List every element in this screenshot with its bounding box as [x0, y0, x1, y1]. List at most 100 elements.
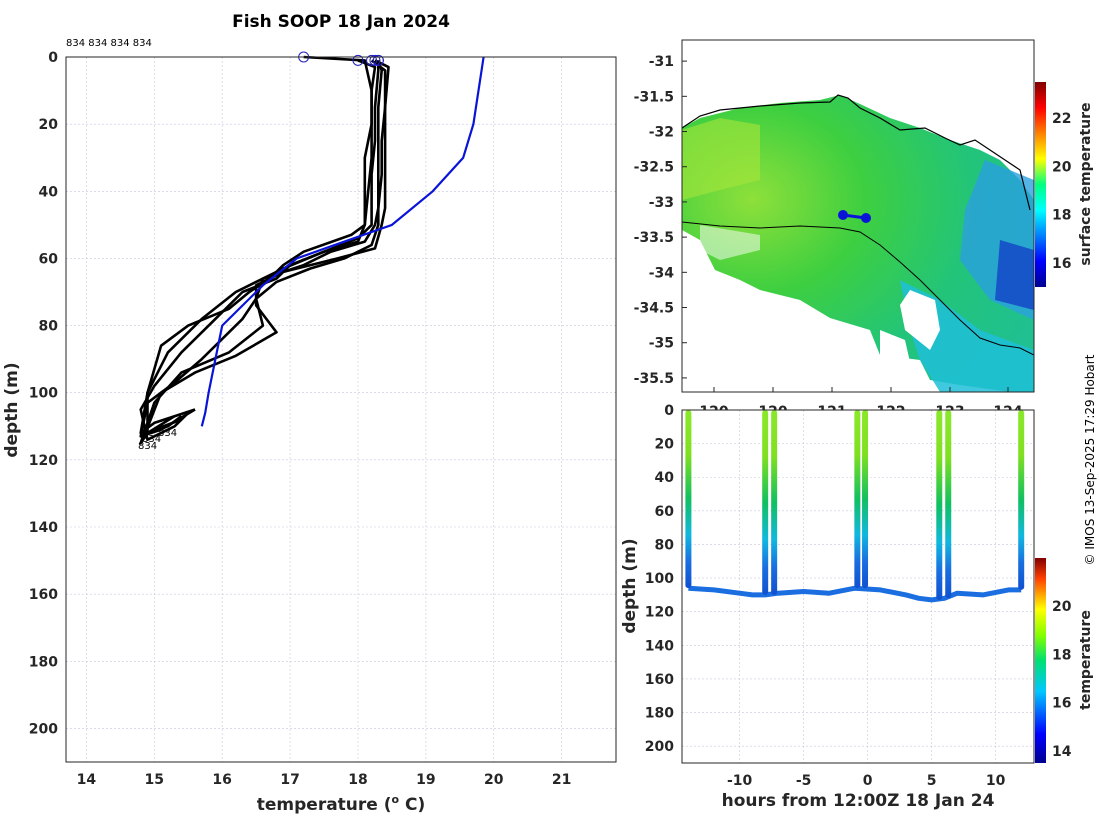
x-tick-label: 17 — [280, 772, 299, 788]
start-marker-profile-5 — [369, 54, 381, 66]
x-tick-label: -10 — [727, 773, 753, 789]
credit-text: © IMOS 13-Sep-2025 17:29 Hobart — [1083, 354, 1097, 565]
start-marker-profile-1 — [352, 54, 364, 66]
track-start-marker — [838, 210, 848, 220]
y-tick-label: 120 — [29, 453, 58, 469]
profile-cast-5 — [862, 410, 869, 589]
temperature-colorbar-label: temperature — [1078, 610, 1094, 710]
x-tick-label: 21 — [552, 772, 571, 788]
y-tick-label: 180 — [29, 654, 58, 670]
map-latitude-ticks: -31 -31.5 -32 -32.5 -33 -33.5 -34 -34.5 -35 -35.5 — [634, 54, 687, 387]
y-tick-label: 80 — [39, 319, 59, 335]
isobath-line — [682, 221, 1034, 356]
sst-colorbar-label: surface temperature — [1078, 102, 1094, 265]
y-tick-label: 200 — [29, 721, 58, 737]
y-tick-label: 60 — [39, 251, 59, 267]
profile-y-axis-label: depth (m) — [2, 362, 22, 457]
series-profile-3 — [139, 59, 383, 438]
series-profile-4 — [139, 59, 387, 445]
y-tick-label: 100 — [645, 571, 674, 587]
track-end-marker — [861, 213, 871, 223]
y-tick-label: 40 — [39, 184, 59, 200]
coastline — [682, 94, 1031, 211]
temperature-colorbar-ticks: 14 16 18 20 — [1052, 599, 1072, 760]
x-tick-label: 10 — [986, 773, 1006, 789]
bottom-trace — [688, 585, 1022, 603]
lat-tick-label: -34 — [649, 265, 675, 281]
y-tick-label: 160 — [645, 672, 674, 688]
y-tick-label: 180 — [645, 706, 674, 722]
sst-colorbar-tick-label: 22 — [1052, 111, 1071, 127]
profile-cast-7 — [945, 410, 952, 599]
temperature-colorbar-tick-label: 14 — [1052, 744, 1072, 760]
profile-series — [139, 55, 485, 445]
x-tick-label: -5 — [796, 773, 812, 789]
x-tick-label: 0 — [863, 773, 873, 789]
y-tick-label: 140 — [29, 520, 58, 536]
x-tick-label: 20 — [484, 772, 504, 788]
x-tick-label: 18 — [348, 772, 367, 788]
series-reference-profile — [200, 56, 485, 427]
lat-tick-label: -35.5 — [634, 371, 674, 387]
lat-tick-label: -32.5 — [634, 160, 674, 176]
x-tick-label: 15 — [145, 772, 164, 788]
sst-colorbar — [1035, 82, 1046, 287]
profile-cast-1 — [685, 410, 692, 589]
profile-start-markers — [298, 51, 384, 66]
profile-cast-2 — [762, 410, 769, 595]
x-tick-label: 19 — [416, 772, 435, 788]
profile-end-label-2: 834 — [142, 434, 161, 445]
x-tick-label: 14 — [77, 772, 97, 788]
profile-cast-8 — [1018, 410, 1025, 590]
chart-title: Fish SOOP 18 Jan 2024 — [232, 12, 450, 32]
sst-colorbar-tick-label: 20 — [1052, 159, 1072, 175]
profile-cast-3 — [771, 410, 778, 595]
y-tick-label: 40 — [655, 470, 675, 486]
profile-end-label-3: 834 — [138, 441, 157, 452]
y-tick-label: 60 — [655, 504, 675, 520]
start-marker-profile-4 — [366, 54, 378, 66]
lat-tick-label: -31 — [649, 54, 674, 70]
profile-tick-labels: 14 15 16 17 18 19 20 21 0 20 40 60 80 100 120 140 160 180… — [29, 50, 572, 788]
section-y-axis-label: depth (m) — [620, 538, 640, 633]
y-tick-label: 120 — [645, 605, 674, 621]
y-tick-label: 100 — [29, 386, 58, 402]
temperature-colorbar — [1035, 558, 1046, 763]
section-x-axis-label: hours from 12:00Z 18 Jan 24 — [722, 791, 995, 811]
section-axes-box — [681, 409, 1035, 764]
x-tick-label: 16 — [212, 772, 231, 788]
lat-tick-label: -35 — [649, 336, 674, 352]
y-tick-label: 20 — [39, 117, 59, 133]
lat-tick-label: -33 — [649, 195, 674, 211]
profile-panel: 14 15 16 17 18 19 20 21 0 20 40 60 80 100 120 140 160 180… — [2, 38, 617, 815]
series-profile-5 — [142, 59, 390, 438]
map-axes-box — [681, 39, 1035, 393]
x-tick-label: 5 — [927, 773, 937, 789]
sst-colorbar-ticks: 16 18 20 22 — [1052, 111, 1072, 272]
y-tick-label: 20 — [655, 437, 675, 453]
start-marker-profile-3 — [372, 54, 384, 66]
y-tick-label: 0 — [48, 50, 58, 66]
lat-tick-label: -32 — [649, 125, 674, 141]
lat-tick-label: -34.5 — [634, 301, 674, 317]
sst-colorbar-tick-label: 18 — [1052, 208, 1071, 224]
sst-colorbar-tick-label: 16 — [1052, 256, 1071, 272]
profile-end-label-1: 834 — [158, 428, 177, 439]
y-tick-label: 140 — [645, 638, 674, 654]
profile-x-axis-label: temperature (o C) — [257, 793, 426, 815]
profile-axes-box — [65, 56, 617, 763]
y-tick-label: 200 — [645, 739, 674, 755]
profile-cast-4 — [854, 410, 861, 589]
lat-tick-label: -31.5 — [634, 89, 674, 105]
profile-id-labels: 834 834 834 834 — [66, 38, 152, 49]
temperature-colorbar-tick-label: 16 — [1052, 696, 1071, 712]
sst-map-panel: -31 -31.5 -32 -32.5 -33 -33.5 -34 -34.5 -35 -35.5… — [634, 39, 1094, 420]
series-profile-6 — [139, 55, 373, 435]
y-tick-label: 80 — [655, 537, 675, 553]
temperature-colorbar-tick-label: 18 — [1052, 647, 1071, 663]
lat-tick-label: -33.5 — [634, 230, 674, 246]
temperature-colorbar-tick-label: 20 — [1052, 599, 1072, 615]
